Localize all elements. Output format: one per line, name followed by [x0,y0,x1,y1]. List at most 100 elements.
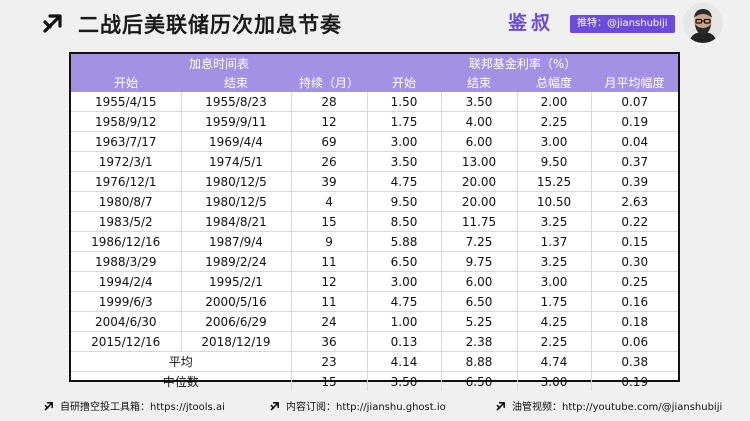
summary-cell: 8.88 [441,351,518,372]
page-title: 二战后美联储历次加息节奏 [78,13,342,37]
table-cell: 1972/3/1 [71,151,182,172]
table-cell: 8.50 [367,211,442,232]
footer-link-subscription[interactable]: 内容订阅：http://jianshu.ghost.io [270,398,446,413]
summary-label: 平均 [71,351,292,372]
table-cell: 9.50 [517,151,592,172]
table-cell: 20.00 [441,171,518,192]
table-cell: 2.00 [517,92,592,112]
table-cell: 9 [291,231,368,252]
table-cell: 15 [291,211,368,232]
table-cell: 0.22 [591,211,679,232]
table-cell: 2018/12/19 [181,331,292,352]
table-cell: 0.04 [591,131,679,152]
table-cell: 6.50 [367,251,442,272]
table-cell: 1999/6/3 [71,291,182,312]
table-cell: 9.50 [367,191,442,212]
table-cell: 1994/2/4 [71,271,182,292]
table-cell: 0.19 [591,111,679,132]
summary-cell: 23 [291,351,368,372]
table-cell: 0.18 [591,311,679,332]
table-cell: 2.38 [441,331,518,352]
column-header: 结束 [441,73,518,92]
table-cell: 1.50 [367,92,442,112]
table-cell: 1955/8/23 [181,92,292,112]
table-row: 1983/5/2 1984/8/21 15 8.50 11.75 3.25 0.22 [71,211,679,232]
column-header: 月平均幅度 [591,73,679,92]
table-cell: 2.25 [517,111,592,132]
table-cell: 4.25 [517,311,592,332]
table-cell: 0.16 [591,291,679,312]
table-cell: 0.39 [591,171,679,192]
table-cell: 3.25 [517,251,592,272]
table-row: 2015/12/16 2018/12/19 36 0.13 2.38 2.25 0.06 [71,331,679,352]
table-cell: 1980/12/5 [181,191,292,212]
table-cell: 28 [291,92,368,112]
column-header: 开始 [367,73,442,92]
table-cell: 0.06 [591,331,679,352]
footer: 自研撸空投工具箱：https://jtools.ai 内容订阅：http://j… [0,398,750,414]
table-cell: 11 [291,251,368,272]
summary-row: 中位数 15 3.50 6.50 3.00 0.19 [71,371,678,391]
table-cell: 4 [291,191,368,212]
table-cell: 2015/12/16 [71,331,182,352]
summary-cell: 0.38 [591,351,679,372]
table-cell: 1963/7/17 [71,131,182,152]
group-header-schedule: 加息时间表 [71,54,368,73]
table-cell: 1.75 [367,111,442,132]
table-cell: 6.00 [441,271,518,292]
table-cell: 26 [291,151,368,172]
column-header: 开始 [71,73,181,92]
table-cell: 9.75 [441,251,518,272]
table-cell: 11.75 [441,211,518,232]
table-cell: 1986/12/16 [71,231,182,252]
table-cell: 0.13 [367,331,442,352]
twitter-handle-badge[interactable]: 推特：@jianshubiji [570,15,675,33]
table-cell: 1980/12/5 [181,171,292,192]
table-cell: 12 [291,111,368,132]
table-cell: 1987/9/4 [181,231,292,252]
column-header: 持续（月） [291,73,368,92]
table-row: 1980/8/7 1980/12/5 4 9.50 20.00 10.50 2.63 [71,191,679,212]
rate-hike-table: 加息时间表 联邦基金利率（%） 开始 结束 持续（月） 开始 结束 总幅度 月平… [69,52,680,391]
table-cell: 2004/6/30 [71,311,182,332]
table-cell: 3.50 [441,92,518,112]
table-cell: 1984/8/21 [181,211,292,232]
table-cell: 11 [291,291,368,312]
table-cell: 10.50 [517,191,592,212]
table-cell: 1974/5/1 [181,151,292,172]
footer-link-youtube[interactable]: 油管视频：http://youtube.com/@jianshubiji [496,398,722,413]
summary-cell: 3.00 [517,371,592,391]
table-cell: 1988/3/29 [71,251,182,272]
table-cell: 1983/5/2 [71,211,182,232]
summary-cell: 4.14 [367,351,442,372]
slash-arrow-logo-icon [43,14,62,33]
slash-arrow-icon [270,401,279,410]
group-header-fed-rate: 联邦基金利率（%） [367,54,679,73]
table-row: 1988/3/29 1989/2/24 11 6.50 9.75 3.25 0.30 [71,251,679,272]
table-cell: 5.25 [441,311,518,332]
table-cell: 4.00 [441,111,518,132]
summary-cell: 15 [291,371,368,391]
table-cell: 5.88 [367,231,442,252]
table-cell: 1.00 [367,311,442,332]
table-cell: 1995/2/1 [181,271,292,292]
table-cell: 0.07 [591,92,679,112]
table-cell: 2.25 [517,331,592,352]
footer-link-tools[interactable]: 自研撸空投工具箱：https://jtools.ai [44,398,225,413]
table-row: 1963/7/17 1969/4/4 69 3.00 6.00 3.00 0.04 [71,131,679,152]
table-cell: 1955/4/15 [71,92,182,112]
table-row: 2004/6/30 2006/6/29 24 1.00 5.25 4.25 0.18 [71,311,679,332]
table-cell: 15.25 [517,171,592,192]
table-cell: 39 [291,171,368,192]
table-cell: 3.50 [367,151,442,172]
slash-arrow-icon [44,401,53,410]
table-cell: 3.00 [367,131,442,152]
summary-cell: 3.50 [367,371,442,391]
brand-name: 鉴叔 [508,12,555,34]
table-row: 1986/12/16 1987/9/4 9 5.88 7.25 1.37 0.15 [71,231,679,252]
table-cell: 1976/12/1 [71,171,182,192]
column-header: 结束 [181,73,291,92]
slash-arrow-icon [496,401,505,410]
footer-text: 内容订阅：http://jianshu.ghost.io [286,402,446,413]
table-cell: 24 [291,311,368,332]
